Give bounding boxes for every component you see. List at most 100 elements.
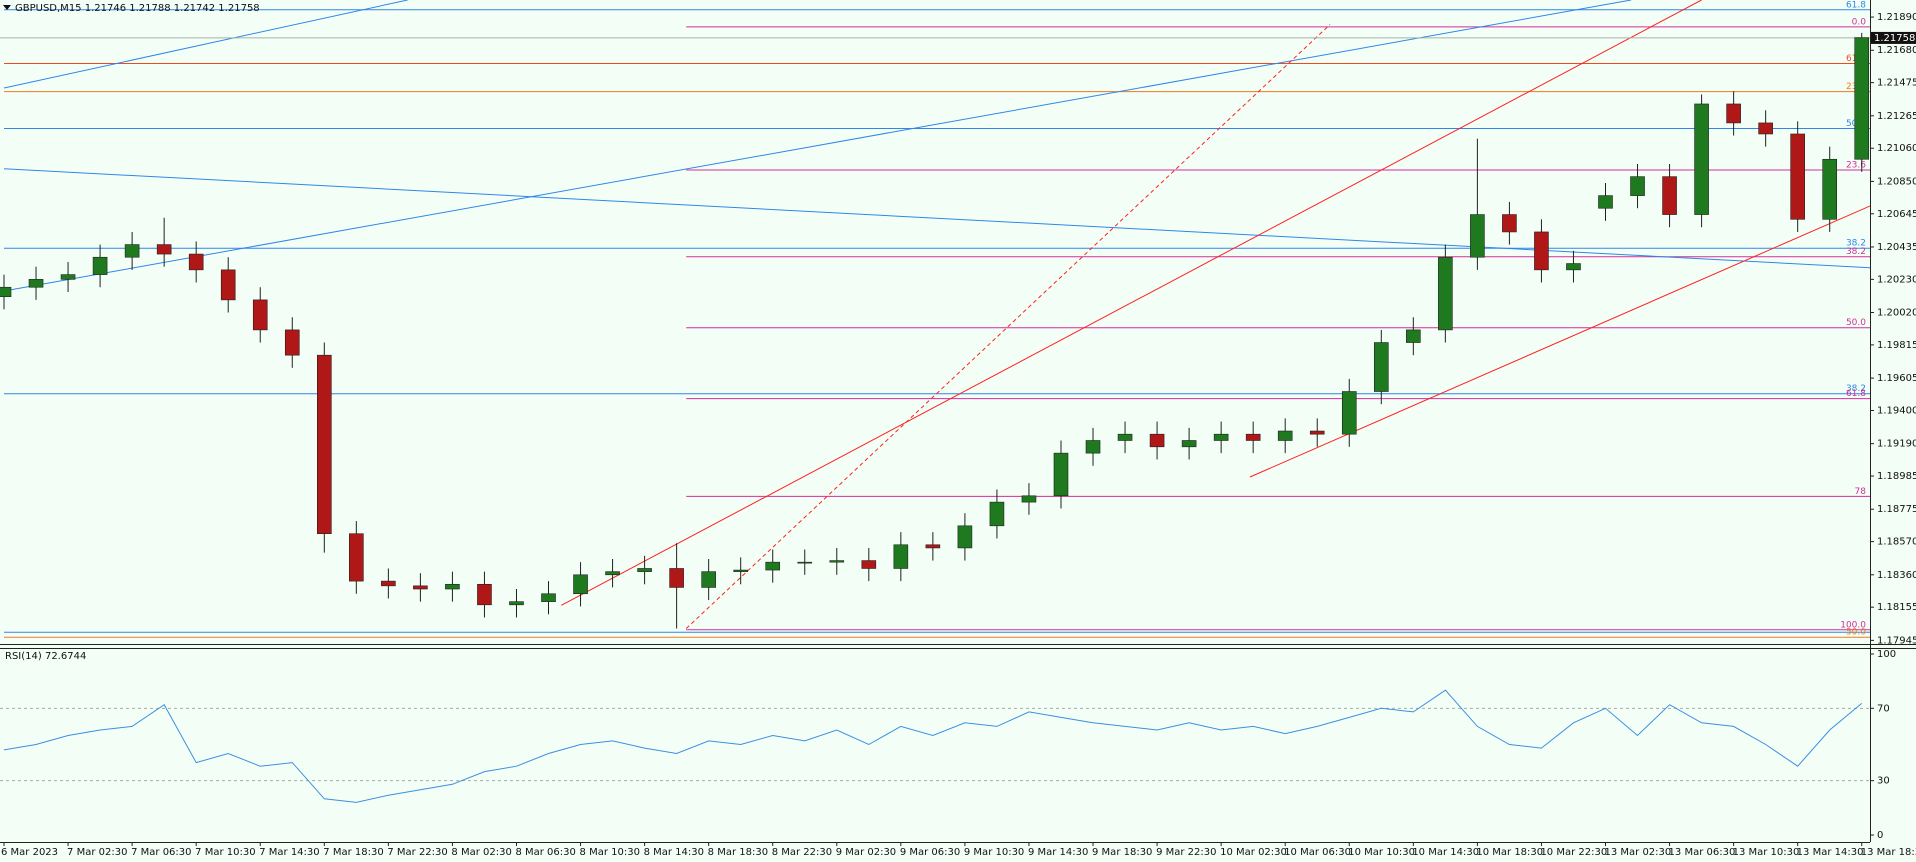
y-tick-label: 1.21890 xyxy=(1877,12,1916,23)
level-label: 100.0 xyxy=(1840,620,1866,630)
last-price-label: 1.21758 xyxy=(1874,33,1915,44)
rsi-line xyxy=(3,689,1863,803)
candle-body xyxy=(188,253,204,271)
y-tick-label: 1.19400 xyxy=(1877,405,1916,416)
y-tick-label: 1.18360 xyxy=(1877,570,1916,581)
candle-body xyxy=(1662,176,1677,215)
x-tick-label: 10 Mar 22:30 xyxy=(1540,847,1607,858)
y-tick-label: 1.18985 xyxy=(1877,471,1916,482)
x-tick-label: 10 Mar 06:30 xyxy=(1284,847,1351,858)
y-tick-label: 1.19815 xyxy=(1877,340,1916,351)
rsi-panel xyxy=(0,689,1870,803)
x-tick-label: 7 Mar 22:30 xyxy=(387,847,447,858)
y-tick-label: 1.18775 xyxy=(1877,504,1916,515)
level-label: 50.0 xyxy=(1846,318,1866,328)
candle-body xyxy=(765,561,781,571)
candle-body xyxy=(1053,452,1069,497)
y-tick-label: 1.20850 xyxy=(1877,176,1916,187)
x-tick-label: 13 Mar 02:30 xyxy=(1605,847,1672,858)
axes: 1.21890 1.21680 1.21475 1.21265 1.21060 1.208… xyxy=(1,12,1916,858)
candle-body xyxy=(1181,440,1197,448)
x-tick-label: 8 Mar 14:30 xyxy=(644,847,704,858)
x-tick-label: 9 Mar 02:30 xyxy=(836,847,896,858)
level-label: 38.2 xyxy=(1846,239,1866,249)
candle-body xyxy=(1758,122,1773,135)
y-tick-label: 1.21680 xyxy=(1877,45,1916,56)
y-tick-label: 1.20645 xyxy=(1877,209,1916,220)
candle-body xyxy=(1149,433,1165,448)
x-tick-label: 13 Mar 14:30 xyxy=(1797,847,1864,858)
x-tick-label: 9 Mar 14:30 xyxy=(1028,847,1088,858)
x-tick-label: 13 Mar 10:30 xyxy=(1733,847,1800,858)
x-tick-label: 8 Mar 06:30 xyxy=(515,847,575,858)
x-tick-label: 8 Mar 22:30 xyxy=(772,847,832,858)
x-tick-label: 9 Mar 22:30 xyxy=(1156,847,1216,858)
candle-body xyxy=(1213,433,1229,441)
level-label: 0.0 xyxy=(1852,17,1867,27)
candle-body xyxy=(605,571,620,576)
x-tick-label: 8 Mar 18:30 xyxy=(708,847,768,858)
candle-body xyxy=(252,299,268,331)
candle-body xyxy=(989,501,1005,527)
price-panel: 61.80.061.823.650.023.638.238.250.038.26… xyxy=(0,0,1870,638)
y-tick-label: 30 xyxy=(1877,776,1890,787)
candle-body xyxy=(1694,103,1709,215)
candle-body xyxy=(797,561,813,564)
level-label: 23.6 xyxy=(1846,161,1866,171)
candle-body xyxy=(1309,430,1325,435)
trend-line xyxy=(685,24,1331,629)
x-tick-label: 13 Mar 18:30 xyxy=(1861,847,1916,858)
candle-body xyxy=(893,544,909,569)
candle-body xyxy=(1598,195,1613,209)
candle-body xyxy=(1341,391,1357,435)
y-tick-label: 100 xyxy=(1877,649,1896,660)
candle-body xyxy=(637,568,652,572)
candle-body xyxy=(573,574,588,595)
candle-body xyxy=(1630,176,1645,196)
candle-body xyxy=(445,583,460,590)
candle-body xyxy=(1021,495,1037,503)
collapse-icon[interactable] xyxy=(3,5,11,10)
trend-line xyxy=(3,0,1632,292)
y-tick-label: 1.18155 xyxy=(1877,602,1916,613)
y-tick-label: 1.21265 xyxy=(1877,111,1916,122)
x-tick-label: 10 Mar 14:30 xyxy=(1412,847,1479,858)
x-tick-label: 8 Mar 02:30 xyxy=(451,847,511,858)
candle-body xyxy=(1854,37,1870,160)
candle-body xyxy=(220,269,236,301)
candle-body xyxy=(0,286,12,298)
trend-line xyxy=(3,0,408,89)
candle-body xyxy=(509,601,524,606)
candle-body xyxy=(925,544,941,549)
y-tick-label: 1.17945 xyxy=(1877,635,1916,646)
x-tick-label: 7 Mar 10:30 xyxy=(195,847,255,858)
y-tick-label: 1.19190 xyxy=(1877,439,1916,450)
candle-body xyxy=(1470,214,1485,258)
trend-line xyxy=(561,0,1702,606)
level-label: 38.2 xyxy=(1846,247,1866,257)
x-tick-label: 7 Mar 06:30 xyxy=(131,847,191,858)
candle-body xyxy=(541,593,556,602)
candle-body xyxy=(1277,430,1293,441)
x-tick-label: 7 Mar 02:30 xyxy=(67,847,127,858)
x-tick-label: 7 Mar 14:30 xyxy=(259,847,319,858)
candle-body xyxy=(701,571,716,588)
candle-body xyxy=(1085,440,1101,454)
candle-body xyxy=(1406,329,1421,343)
x-tick-label: 8 Mar 10:30 xyxy=(580,847,640,858)
x-tick-label: 7 Mar 18:30 xyxy=(323,847,383,858)
candle-body xyxy=(1502,214,1517,233)
y-tick-label: 1.21060 xyxy=(1877,143,1916,154)
candle-body xyxy=(1438,256,1453,331)
level-label: 78 xyxy=(1855,487,1867,497)
candle-body xyxy=(156,244,172,255)
candle-body xyxy=(124,244,140,258)
y-tick-label: 1.19605 xyxy=(1877,373,1916,384)
chart-title: GBPUSD,M15 1.21746 1.21788 1.21742 1.217… xyxy=(15,3,260,14)
y-tick-label: 1.20020 xyxy=(1877,308,1916,319)
x-tick-label: 10 Mar 02:30 xyxy=(1220,847,1287,858)
x-tick-label: 9 Mar 18:30 xyxy=(1092,847,1152,858)
